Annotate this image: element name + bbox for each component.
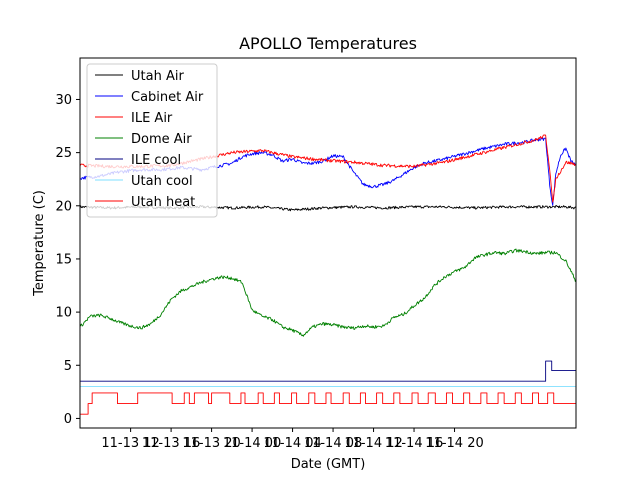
y-tick-label: 30 bbox=[55, 93, 72, 108]
x-tick-label: 11-14 12 bbox=[344, 436, 402, 451]
plot-frame bbox=[79, 57, 577, 429]
x-axis-label: Date (GMT) bbox=[291, 457, 366, 472]
legend-box bbox=[86, 63, 218, 218]
legend-label-utah-air: Utah Air bbox=[131, 69, 184, 84]
legend-label-dome-air: Dome Air bbox=[131, 132, 192, 147]
series-line-dome-air bbox=[80, 248, 576, 337]
x-tick-label: 11-14 04 bbox=[263, 436, 321, 451]
series-line-utah-heat bbox=[80, 392, 576, 415]
legend-label-utah-cool: Utah cool bbox=[131, 174, 193, 189]
y-tick-label: 0 bbox=[64, 412, 72, 427]
legend-label-cabinet-air: Cabinet Air bbox=[131, 90, 204, 105]
x-tick-label: 11-14 00 bbox=[223, 436, 281, 451]
legend-label-ile-cool: ILE cool bbox=[131, 153, 181, 168]
x-tick-label: 11-14 08 bbox=[304, 436, 362, 451]
y-tick-label: 25 bbox=[55, 146, 72, 161]
y-tick-label: 10 bbox=[55, 306, 72, 321]
x-tick-label: 11-14 16 bbox=[385, 436, 443, 451]
y-tick-label: 5 bbox=[64, 359, 72, 374]
series-line-ile-cool bbox=[80, 360, 576, 382]
x-tick-label: 11-13 16 bbox=[142, 436, 200, 451]
x-tick-label: 11-13 12 bbox=[101, 436, 159, 451]
legend-label-utah-heat: Utah heat bbox=[131, 195, 195, 210]
y-axis-label: Temperature (C) bbox=[32, 190, 47, 297]
x-tick-label: 11-14 20 bbox=[425, 436, 483, 451]
chart-title: APOLLO Temperatures bbox=[239, 34, 417, 53]
x-tick-label: 11-13 20 bbox=[182, 436, 240, 451]
y-axis: 0 5 10 15 20 25 30 bbox=[55, 93, 80, 427]
y-tick-label: 20 bbox=[55, 199, 72, 214]
legend: Utah Air Cabinet Air ILE Air Dome Air ILE co… bbox=[86, 63, 218, 218]
legend-label-ile-air: ILE Air bbox=[131, 111, 173, 126]
y-tick-label: 15 bbox=[55, 252, 72, 267]
